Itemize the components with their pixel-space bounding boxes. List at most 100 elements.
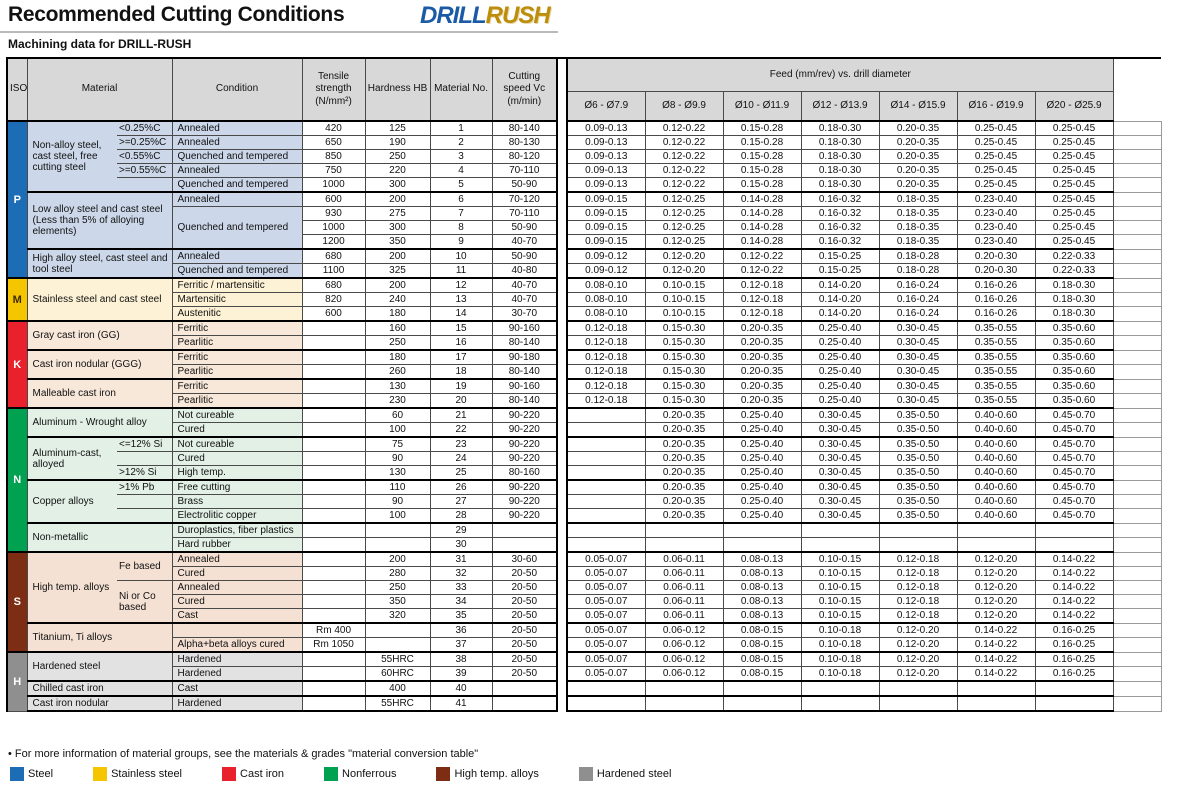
feed-cell: 0.30-0.45 (800, 451, 880, 466)
feed-cell: 0.12-0.25 (644, 191, 724, 207)
feed-cell: 0.12-0.20 (956, 566, 1036, 581)
material-no-cell: 37 (429, 637, 493, 653)
condition-cell: Austenitic (171, 306, 303, 322)
cutting-speed-cell: 40-70 (491, 277, 559, 293)
table-gap (557, 637, 568, 652)
feed-cell: 0.16-0.24 (878, 292, 958, 307)
feed-cell (566, 451, 646, 466)
table-row: >=0.55%C Annealed 750 220 4 70-110 0.09-0.13 0.… (7, 163, 1162, 178)
tensile-strength-cell: 1000 (301, 177, 366, 193)
feed-cell: 0.30-0.45 (878, 364, 958, 380)
feed-cell: 0.12-0.25 (644, 206, 724, 221)
feed-stub-cell (1112, 494, 1162, 509)
legend-item: Hardened steel (578, 767, 672, 781)
header-feed-col-1: Ø6 - Ø7.9 (566, 90, 646, 122)
feed-cell: 0.18-0.28 (878, 263, 958, 279)
material-no-cell: 16 (429, 335, 493, 351)
condition-cell: Cured (171, 422, 303, 438)
feed-cell: 0.12-0.22 (644, 163, 724, 178)
feed-cell: 0.14-0.22 (1034, 566, 1114, 581)
feed-cell: 0.12-0.20 (878, 651, 958, 667)
feed-cell (722, 680, 802, 697)
feed-cell: 0.14-0.28 (722, 234, 802, 250)
feed-cell: 0.12-0.18 (878, 551, 958, 567)
hardness-cell: 320 (364, 608, 431, 624)
material-name-cell: Chilled cast iron (26, 680, 173, 697)
feed-cell: 0.35-0.60 (1034, 364, 1114, 380)
feed-stub-cell (1112, 465, 1162, 481)
feed-stub-cell (1112, 292, 1162, 307)
table-row: High alloy steel, cast steel and tool st… (7, 248, 1162, 279)
feed-cell: 0.25-0.40 (800, 393, 880, 409)
feed-cell: 0.12-0.25 (644, 234, 724, 250)
feed-cell (566, 537, 646, 553)
table-gap (557, 192, 568, 207)
table-row: Pearlitic 260 18 80-140 0.12-0.18 0.15-0.30 0.… (7, 364, 1162, 380)
table-row: Cured 350 34 20-50 0.05-0.07 0.06-0.11 0.08-0.… (7, 594, 1162, 609)
legend-label: Hardened steel (596, 768, 672, 780)
feed-cell: 0.20-0.35 (722, 349, 802, 365)
feed-stub-cell (1112, 680, 1162, 697)
hardness-cell: 250 (364, 149, 431, 164)
feed-cell: 0.25-0.40 (722, 407, 802, 423)
feed-cell: 0.25-0.45 (956, 135, 1036, 150)
material-no-cell: 12 (429, 277, 493, 293)
feed-cell: 0.09-0.13 (566, 163, 646, 178)
feed-stub-cell (1112, 306, 1162, 322)
feed-stub-cell (1112, 149, 1162, 164)
feed-cell: 0.06-0.11 (644, 608, 724, 624)
feed-cell: 0.40-0.60 (956, 479, 1036, 495)
table-gap (557, 437, 568, 452)
feed-cell: 0.05-0.07 (566, 594, 646, 609)
feed-cell: 0.30-0.45 (878, 320, 958, 336)
table-row: >=0.25%C Annealed 650 190 2 80-130 0.09-0.13 0.… (7, 135, 1162, 150)
feed-cell (878, 537, 958, 553)
feed-cell (644, 680, 724, 697)
cutting-speed-cell: 20-50 (491, 637, 559, 653)
hardness-cell: 60 (364, 407, 431, 423)
table-row: M Stainless steel and cast steel Ferritic … (6, 277, 1162, 322)
table-gap (557, 681, 568, 696)
material-no-cell: 24 (429, 451, 493, 466)
feed-stub-cell (1112, 364, 1162, 380)
cutting-speed-cell: 90-180 (491, 349, 559, 365)
material-name-cell: Copper alloys (26, 479, 117, 524)
hardness-cell: 60HRC (364, 666, 431, 682)
feed-stub-cell (1112, 637, 1162, 653)
feed-cell: 0.25-0.40 (800, 335, 880, 351)
feed-cell: 0.35-0.55 (956, 364, 1036, 380)
header-feed-col-2: Ø8 - Ø9.9 (644, 90, 724, 122)
header-feed-col-4: Ø12 - Ø13.9 (800, 90, 880, 122)
feed-cell: 0.25-0.45 (1034, 149, 1114, 164)
tensile-strength-cell: 1100 (301, 263, 366, 279)
feed-cell (800, 695, 880, 712)
feed-cell: 0.35-0.55 (956, 335, 1036, 351)
feed-cell: 0.06-0.12 (644, 666, 724, 682)
feed-cell: 0.25-0.45 (1034, 163, 1114, 178)
feed-cell: 0.20-0.35 (722, 320, 802, 336)
material-subtype-cell (117, 494, 173, 509)
feed-cell: 0.12-0.18 (878, 566, 958, 581)
feed-cell: 0.30-0.45 (800, 436, 880, 452)
feed-cell: 0.30-0.45 (878, 378, 958, 394)
feed-cell: 0.30-0.45 (800, 508, 880, 524)
tensile-strength-cell (301, 537, 366, 553)
condition-cell: Martensitic (171, 292, 303, 307)
feed-cell: 0.09-0.13 (566, 177, 646, 193)
table-gap (557, 652, 568, 667)
material-no-cell: 41 (429, 695, 493, 712)
table-row: K Gray cast iron (GG) Ferritic 160 15 90-160 0… (6, 320, 1162, 409)
feed-cell: 0.20-0.35 (722, 393, 802, 409)
table-row: Low alloy steel and cast steel (Less tha… (7, 191, 1162, 250)
feed-cell: 0.14-0.22 (956, 651, 1036, 667)
feed-cell: 0.12-0.22 (644, 120, 724, 136)
cutting-speed-cell: 80-160 (491, 465, 559, 481)
table-gap (557, 220, 568, 235)
feed-cell: 0.12-0.20 (644, 248, 724, 264)
cutting-conditions-table: ISO Material Condition Tensile strength … (6, 57, 1162, 712)
feed-cell: 0.12-0.20 (878, 666, 958, 682)
material-name-cell: Gray cast iron (GG) (26, 320, 173, 351)
cutting-speed-cell: 80-130 (491, 135, 559, 150)
hardness-cell: 240 (364, 292, 431, 307)
feed-cell: 0.14-0.22 (956, 622, 1036, 638)
